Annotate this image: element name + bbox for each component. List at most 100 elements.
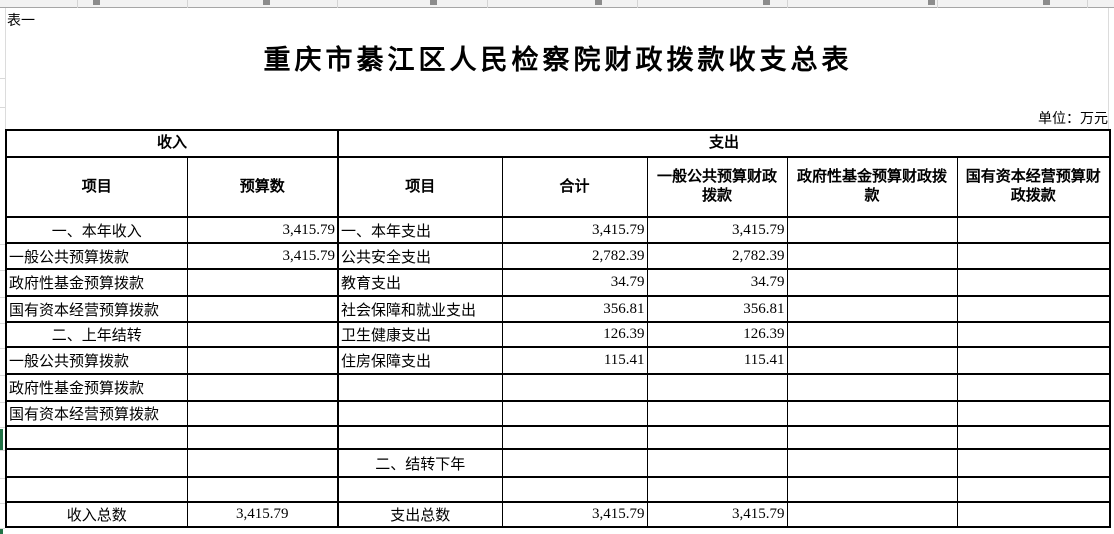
cell[interactable]: 住房保障支出 — [337, 346, 503, 375]
cell[interactable]: 34.79 — [646, 268, 788, 297]
expense-section-header[interactable]: 支出 — [337, 129, 1111, 158]
cell[interactable] — [646, 448, 788, 478]
cell[interactable]: 3,415.79 — [501, 501, 648, 528]
cell[interactable] — [337, 425, 503, 450]
cell[interactable]: 卫生健康支出 — [337, 321, 503, 348]
cell[interactable] — [956, 216, 1111, 244]
cell[interactable] — [186, 476, 339, 503]
cell[interactable] — [956, 476, 1111, 503]
cell[interactable] — [337, 476, 503, 503]
cell[interactable] — [186, 268, 339, 297]
cell[interactable]: 一般公共预算拨款 — [5, 346, 188, 375]
cell[interactable]: 126.39 — [501, 321, 648, 348]
cell[interactable] — [786, 346, 958, 375]
col-header-budget[interactable]: 预算数 — [186, 156, 339, 218]
cell[interactable]: 356.81 — [646, 295, 788, 323]
cell[interactable] — [5, 476, 188, 503]
cell[interactable] — [501, 425, 648, 450]
cell[interactable]: 一、本年支出 — [337, 216, 503, 244]
cell[interactable] — [956, 448, 1111, 478]
cell[interactable]: 115.41 — [646, 346, 788, 375]
cell[interactable] — [956, 242, 1111, 270]
cell[interactable] — [956, 268, 1111, 297]
cell[interactable]: 国有资本经营预算拨款 — [5, 295, 188, 323]
cell[interactable] — [786, 242, 958, 270]
cell[interactable]: 公共安全支出 — [337, 242, 503, 270]
column-separator — [637, 0, 638, 8]
cell[interactable] — [646, 476, 788, 503]
cell[interactable]: 2,782.39 — [501, 242, 648, 270]
cell[interactable] — [786, 400, 958, 427]
column-separator — [337, 0, 338, 8]
cell[interactable] — [5, 448, 188, 478]
cell[interactable] — [956, 321, 1111, 348]
cell[interactable]: 支出总数 — [337, 501, 503, 528]
col-header-expense-item[interactable]: 项目 — [337, 156, 503, 218]
cell[interactable] — [786, 476, 958, 503]
cell[interactable] — [956, 346, 1111, 375]
cell[interactable] — [501, 476, 648, 503]
cell[interactable] — [501, 448, 648, 478]
cell[interactable] — [337, 400, 503, 427]
cell[interactable] — [956, 425, 1111, 450]
cell[interactable] — [186, 448, 339, 478]
cell[interactable]: 收入总数 — [5, 501, 188, 528]
cell[interactable]: 126.39 — [646, 321, 788, 348]
cell[interactable] — [956, 373, 1111, 402]
income-section-header[interactable]: 收入 — [5, 129, 339, 158]
cell[interactable] — [186, 400, 339, 427]
cell[interactable]: 3,415.79 — [646, 216, 788, 244]
cell[interactable] — [786, 295, 958, 323]
cell[interactable] — [646, 425, 788, 450]
cell[interactable] — [186, 321, 339, 348]
col-header-total[interactable]: 合计 — [501, 156, 648, 218]
cell[interactable] — [956, 501, 1111, 528]
cell[interactable]: 3,415.79 — [646, 501, 788, 528]
cell[interactable] — [501, 373, 648, 402]
cell[interactable] — [786, 425, 958, 450]
cell[interactable]: 115.41 — [501, 346, 648, 375]
cell[interactable]: 国有资本经营预算拨款 — [5, 400, 188, 427]
cell[interactable] — [786, 216, 958, 244]
gridline-stub — [0, 348, 5, 349]
cell[interactable]: 教育支出 — [337, 268, 503, 297]
cell[interactable] — [186, 425, 339, 450]
cell[interactable] — [5, 425, 188, 450]
cell[interactable] — [186, 373, 339, 402]
cell[interactable] — [186, 346, 339, 375]
column-tick — [263, 0, 270, 5]
cell[interactable] — [786, 448, 958, 478]
cell[interactable] — [186, 295, 339, 323]
cell[interactable]: 二、结转下年 — [337, 448, 503, 478]
cell[interactable]: 3,415.79 — [186, 242, 339, 270]
cell[interactable]: 政府性基金预算拨款 — [5, 373, 188, 402]
cell[interactable] — [786, 373, 958, 402]
cell[interactable] — [786, 321, 958, 348]
cell[interactable] — [501, 400, 648, 427]
cell[interactable]: 3,415.79 — [186, 216, 339, 244]
col-header-state-capital[interactable]: 国有资本经营预算财政拨款 — [956, 156, 1111, 218]
cell[interactable]: 政府性基金预算拨款 — [5, 268, 188, 297]
cell[interactable] — [337, 373, 503, 402]
cell[interactable]: 一般公共预算拨款 — [5, 242, 188, 270]
cell[interactable]: 3,415.79 — [501, 216, 648, 244]
cell[interactable]: 社会保障和就业支出 — [337, 295, 503, 323]
cell[interactable]: 3,415.79 — [186, 501, 339, 528]
cell[interactable] — [786, 268, 958, 297]
cell[interactable] — [956, 295, 1111, 323]
column-separator — [787, 0, 788, 8]
cell[interactable]: 2,782.39 — [646, 242, 788, 270]
cell[interactable]: 一、本年收入 — [5, 216, 188, 244]
cell[interactable] — [786, 501, 958, 528]
cell[interactable]: 356.81 — [501, 295, 648, 323]
active-cell-indicator-bottom — [0, 529, 3, 534]
col-header-income-item[interactable]: 项目 — [5, 156, 188, 218]
cell[interactable] — [646, 400, 788, 427]
col-header-gov-fund[interactable]: 政府性基金预算财政拨款 — [786, 156, 958, 218]
cell[interactable]: 二、上年结转 — [5, 321, 188, 348]
col-header-general-public[interactable]: 一般公共预算财政拨款 — [646, 156, 788, 218]
cell[interactable] — [956, 400, 1111, 427]
cell[interactable] — [646, 373, 788, 402]
table-row — [5, 476, 1111, 503]
cell[interactable]: 34.79 — [501, 268, 648, 297]
